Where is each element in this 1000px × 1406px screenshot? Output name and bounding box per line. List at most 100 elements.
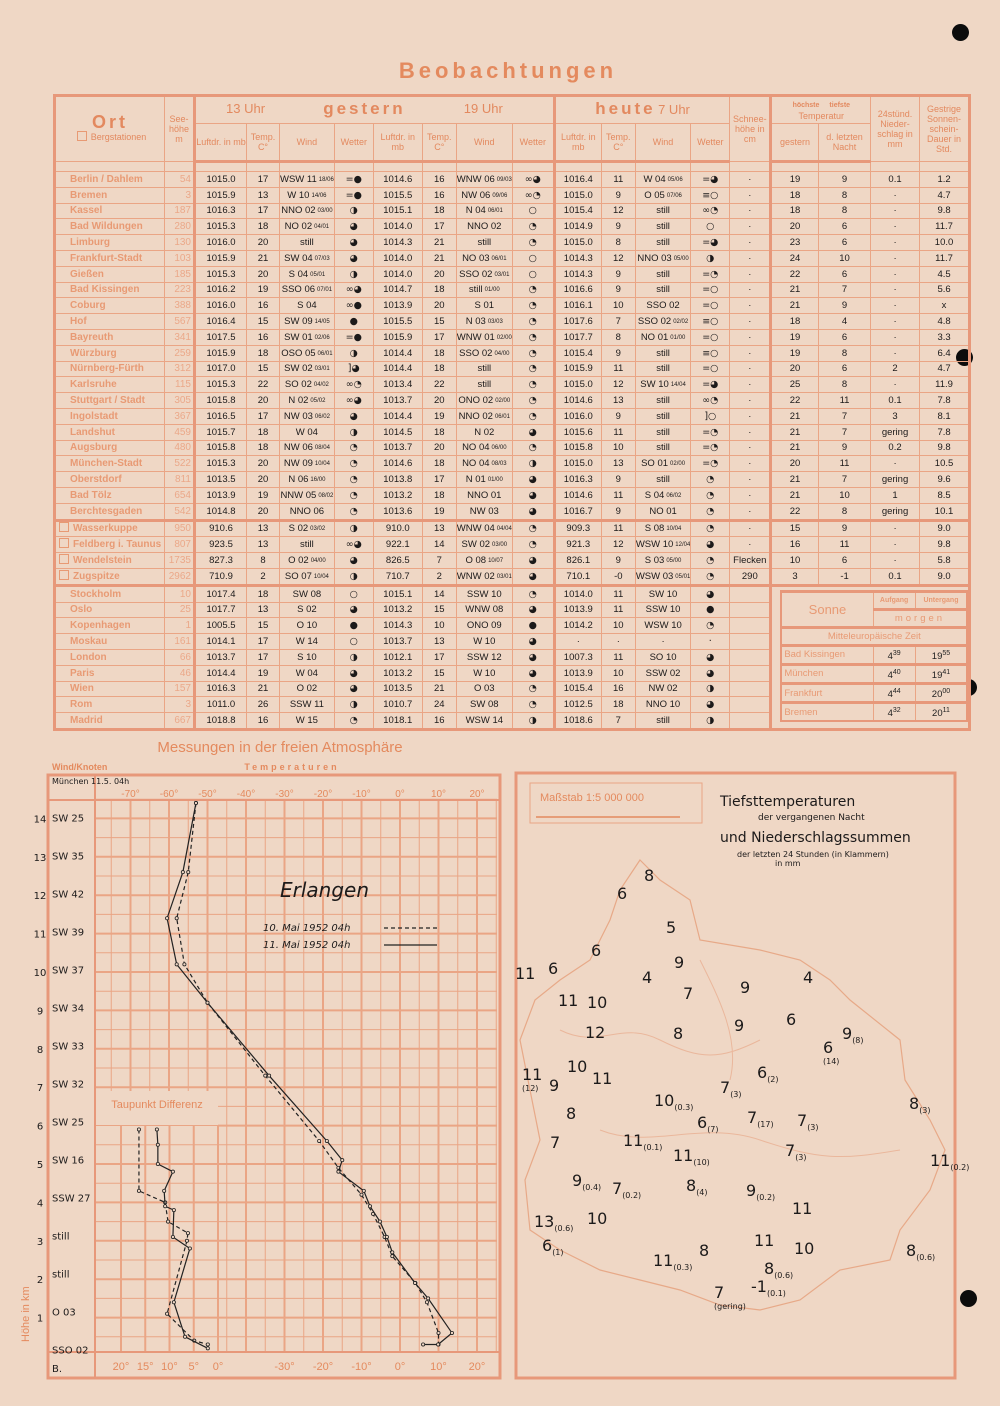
min-temp-value: 11 — [515, 964, 535, 983]
min-temp-value: 12 — [585, 1023, 605, 1042]
data-point — [205, 1342, 210, 1347]
precip-value: (0.4) — [582, 1183, 601, 1192]
header-wetter: Wetter — [690, 123, 731, 163]
wind: N 06 16/00 — [279, 471, 335, 488]
map-title-1: Tiefsttemperaturen — [719, 794, 855, 810]
wind-gust: 05/02 — [310, 398, 326, 405]
map-value: 8 — [673, 1024, 683, 1043]
temperature: 13 — [246, 518, 280, 538]
data-point — [186, 870, 191, 875]
wind-gust: 07/01 — [317, 287, 333, 294]
data-point — [154, 1127, 159, 1132]
table-row: Madrid 667 1018.8 16 W 15 ◔ 1018.1 16 WSW 14 ◑ 101… — [54, 712, 970, 730]
data-point — [359, 1192, 364, 1197]
wind: S 02 03/02 — [279, 518, 335, 538]
min-temp-value: 4 — [803, 968, 813, 987]
map-value: 8(3) — [909, 1094, 931, 1115]
map-value: 10 — [587, 993, 607, 1012]
map-value: 11(10) — [673, 1146, 710, 1167]
data-point — [174, 916, 179, 921]
data-point — [182, 962, 187, 967]
max-temp: 10 — [769, 552, 819, 569]
y-tick-label: 9 — [37, 1006, 43, 1017]
data-point — [136, 1188, 141, 1193]
precip-value: (14) — [823, 1057, 839, 1066]
wind: NNO 03 05/00 — [634, 249, 692, 267]
data-point — [377, 1219, 382, 1224]
map-value: 11(0.3) — [653, 1251, 692, 1272]
header-wind: Wind — [455, 123, 513, 163]
temperature: 16 — [246, 712, 280, 730]
map-value: 7 — [550, 1133, 560, 1152]
map-value: 9 — [734, 1016, 744, 1035]
page-title: Beobachtungen — [398, 58, 618, 83]
y-tick-label: 2 — [37, 1275, 43, 1286]
sunshine-hours: 1.2 — [918, 171, 971, 188]
table-row: Würzburg 259 1015.9 18 OSO 05 06/01 ◑ 1014.4 18 S… — [54, 344, 971, 362]
wind: still — [455, 376, 513, 394]
min-temp-value: 8 — [686, 1176, 696, 1195]
map-value: 4 — [803, 968, 813, 987]
min-temp-value: 10 — [567, 1057, 587, 1076]
station-note: München 11.5. 04h — [52, 777, 129, 786]
map-value: 11 — [792, 1199, 812, 1218]
map-value: 8 — [644, 866, 654, 885]
wind-gust: 06/02 — [314, 413, 330, 420]
wind-gust: 14/04 — [670, 382, 686, 389]
map-value: 8(0.6) — [764, 1259, 793, 1280]
temperature: 11 — [600, 518, 636, 538]
header-schnee: Schnee-höhe in cm — [729, 95, 772, 162]
min-temp-value: 10 — [794, 1239, 814, 1258]
map-value: 5 — [666, 918, 676, 937]
wind: NNO 01 — [455, 486, 513, 504]
min-temp-value: 8 — [764, 1259, 774, 1278]
dewpoint-series-line — [138, 1129, 208, 1346]
mountain-station-marker — [59, 569, 69, 580]
wind: SSW 10 — [455, 583, 513, 603]
wind-gust: 08/03 — [491, 461, 507, 468]
data-point — [340, 1158, 345, 1163]
map-value: 6 — [591, 941, 601, 960]
data-point — [413, 1281, 418, 1286]
temperature: 18 — [246, 439, 280, 457]
data-point — [187, 1246, 192, 1251]
map-value: 10 — [567, 1057, 587, 1076]
table-row: Landshut 459 1015.7 18 W 04 ◑ 1014.5 18 N 02 ◕ 101… — [54, 423, 971, 441]
precip-value: (0.6) — [554, 1224, 573, 1233]
wind-gust: 04/02 — [313, 382, 329, 389]
station-name: Erlangen — [280, 878, 369, 902]
table-row: Ingolstadt 367 1016.5 17 NW 03 06/02 ◕ 1014.4 19… — [54, 407, 971, 425]
wind-gust: 09/06 — [492, 192, 508, 199]
data-point — [165, 1311, 170, 1316]
sunshine-hours: 3.3 — [918, 328, 971, 346]
min-temp-value: 8 — [644, 866, 654, 885]
wind-gust: 06/01 — [494, 413, 510, 420]
min-temp-value: 9 — [740, 978, 750, 997]
min-temp-value: 8 — [909, 1094, 919, 1113]
min-temp-value: 9 — [746, 1181, 756, 1200]
max-temp: 20 — [769, 360, 819, 378]
table-row: Zugspitze 2962 710.9 2 SO 07 10/04 ◑ 710.7 2 WNW … — [54, 567, 971, 586]
min-temp-value: 6 — [542, 1236, 552, 1255]
min-temp-value: 6 — [617, 884, 627, 903]
map-value: 9(0.2) — [746, 1181, 775, 1202]
map-value: 8 — [566, 1104, 576, 1123]
y-tick-label: 14 — [34, 814, 47, 825]
map-value: 10 — [587, 1209, 607, 1228]
wind-gust: 02/02 — [673, 319, 689, 326]
data-point — [436, 1342, 441, 1347]
temperature: 18 — [246, 583, 280, 603]
data-point — [436, 1330, 441, 1335]
min-temp-value: 11 — [653, 1251, 673, 1270]
dewpoint-tick-label: 0° — [213, 1361, 224, 1373]
min-temp-value: 9 — [734, 1016, 744, 1035]
precip-value: (0.1) — [643, 1143, 662, 1152]
wind-gust: 18/06 — [318, 176, 334, 183]
data-point — [421, 1342, 426, 1347]
dewpoint-label: Taupunkt Differenz — [111, 1099, 203, 1111]
map-value: 8 — [699, 1241, 709, 1260]
map-value: 11 — [515, 964, 535, 983]
y-tick-label: 13 — [34, 853, 47, 864]
data-point — [384, 1234, 389, 1239]
wind-gust: 04/00 — [310, 558, 326, 565]
